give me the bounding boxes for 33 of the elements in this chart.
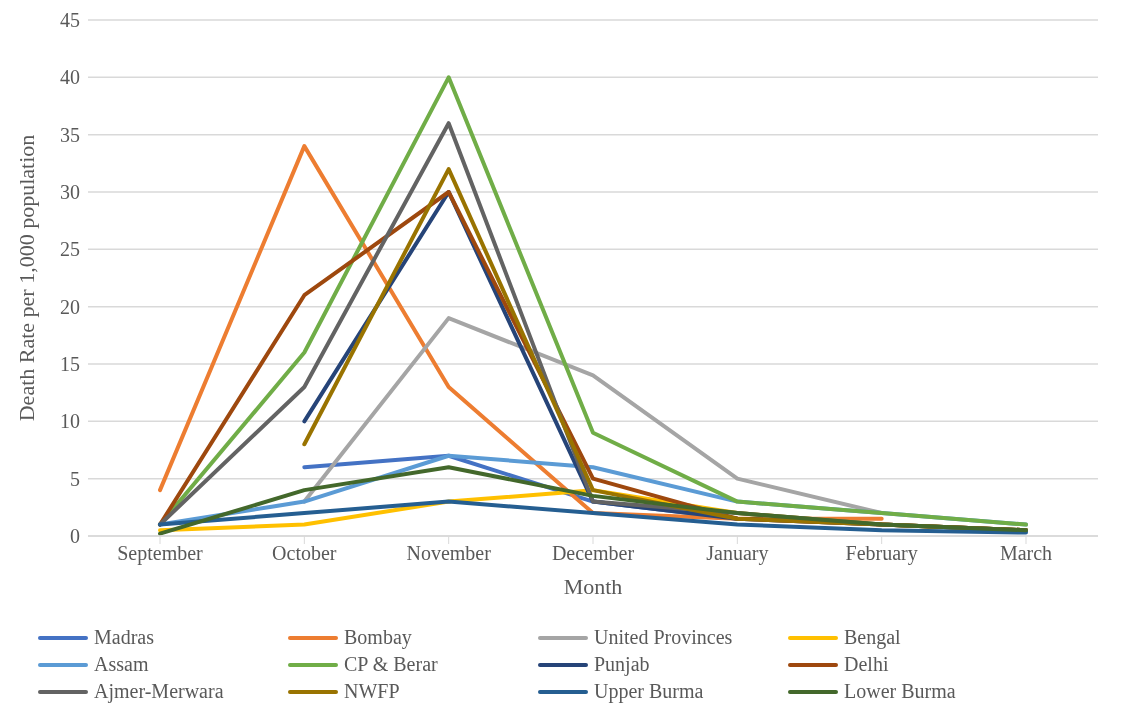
- x-axis-title: Month: [563, 574, 623, 599]
- y-tick-label: 35: [60, 123, 80, 146]
- legend-label: CP & Berar: [344, 653, 438, 676]
- legend-label: Lower Burma: [844, 680, 956, 703]
- y-tick-label: 25: [60, 238, 80, 261]
- legend-label: NWFP: [344, 680, 400, 703]
- x-tick-label: October: [272, 542, 337, 565]
- y-tick-label: 10: [60, 410, 80, 433]
- x-tick-label: February: [845, 542, 918, 566]
- x-tick-label: January: [706, 542, 769, 566]
- line-series: [158, 499, 1028, 535]
- legend-label: Ajmer-Merwara: [94, 680, 224, 703]
- y-tick-label: 15: [60, 353, 80, 376]
- x-tick-label: December: [551, 542, 635, 565]
- legend-label: Bombay: [344, 626, 412, 649]
- y-axis-title: Death Rate per 1,000 population: [13, 134, 39, 422]
- legend-label: United Provinces: [594, 626, 733, 649]
- legend-label: Delhi: [844, 653, 889, 676]
- x-tick-label: September: [117, 542, 204, 566]
- y-tick-label: 0: [70, 525, 80, 548]
- legend-label: Assam: [94, 653, 149, 676]
- x-tick-label: March: [999, 542, 1053, 565]
- y-tick-label: 40: [60, 66, 80, 89]
- x-tick-label: November: [406, 542, 492, 565]
- line-series: [158, 465, 1028, 536]
- y-tick-label: 20: [60, 295, 80, 318]
- legend-label: Madras: [94, 626, 154, 649]
- y-tick-label: 5: [70, 467, 80, 490]
- y-tick-label: 30: [60, 181, 80, 204]
- legend-label: Upper Burma: [594, 680, 704, 703]
- legend-label: Punjab: [594, 653, 650, 676]
- legend-label: Bengal: [844, 626, 901, 649]
- y-tick-label: 45: [60, 9, 80, 32]
